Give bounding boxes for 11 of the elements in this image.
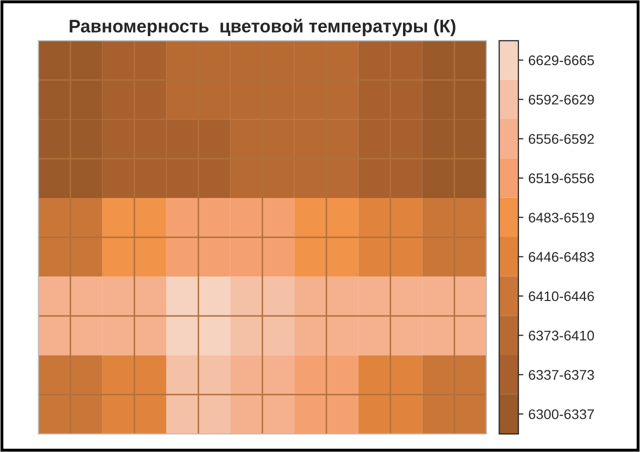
color-bar-label: 6373-6410: [528, 330, 594, 341]
color-bar-label: 6519-6556: [528, 173, 594, 184]
color-bar-label: 6592-6629: [528, 94, 594, 105]
color-bar-label: 6629-6665: [528, 55, 594, 66]
color-bar-label: 6483-6519: [528, 212, 594, 223]
color-bar-label: 6446-6483: [528, 252, 594, 262]
chart-title: Равномерность цветовой температуры (К): [70, 18, 456, 36]
color-bar-label: 6337-6373: [528, 370, 594, 380]
color-bar-label: 6556-6592: [528, 134, 594, 144]
color-bar-label: 6300-6337: [528, 409, 594, 420]
color-bar-label: 6410-6446: [528, 291, 594, 302]
